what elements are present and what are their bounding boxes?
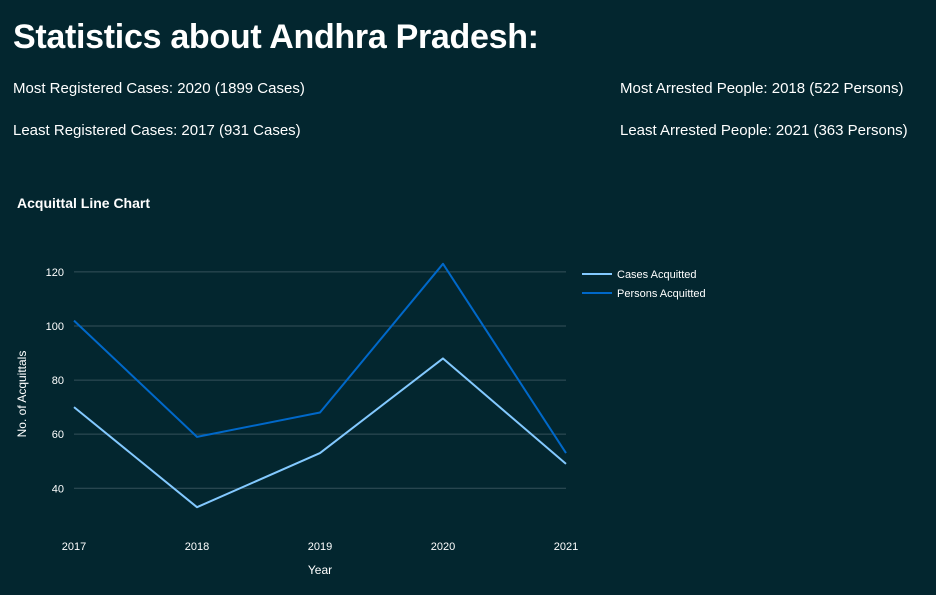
x-tick-label: 2020 [431, 541, 455, 553]
most-arrested-people: Most Arrested People: 2018 (522 Persons) [620, 80, 904, 97]
x-tick-label: 2017 [62, 541, 86, 553]
gridlines [74, 271, 566, 489]
y-axis-ticks: 40 60 80 100 120 [46, 267, 64, 495]
most-registered-cases: Most Registered Cases: 2020 (1899 Cases) [13, 80, 305, 97]
y-tick-label: 60 [52, 429, 64, 441]
legend: Cases Acquitted Persons Acquitted [582, 269, 706, 300]
x-tick-label: 2021 [554, 541, 578, 553]
least-registered-cases: Least Registered Cases: 2017 (931 Cases) [13, 122, 301, 139]
y-tick-label: 100 [46, 321, 64, 333]
x-tick-label: 2018 [185, 541, 209, 553]
series-line-cases-acquitted [73, 357, 567, 509]
y-tick-label: 40 [52, 483, 64, 495]
least-arrested-people: Least Arrested People: 2021 (363 Persons… [620, 122, 908, 139]
page-title: Statistics about Andhra Pradesh: [13, 18, 539, 56]
y-tick-label: 120 [46, 267, 64, 279]
x-axis-title: Year [308, 563, 332, 577]
series-line-persons-acquitted [73, 262, 567, 454]
x-axis-ticks: 2017 2018 2019 2020 2021 [62, 541, 578, 553]
legend-label: Cases Acquitted [617, 269, 697, 281]
y-tick-label: 80 [52, 375, 64, 387]
chart-title: Acquittal Line Chart [17, 195, 151, 211]
series-lines [73, 262, 567, 509]
legend-label: Persons Acquitted [617, 288, 706, 300]
y-axis-title: No. of Acquittals [15, 351, 29, 438]
x-tick-label: 2019 [308, 541, 332, 553]
